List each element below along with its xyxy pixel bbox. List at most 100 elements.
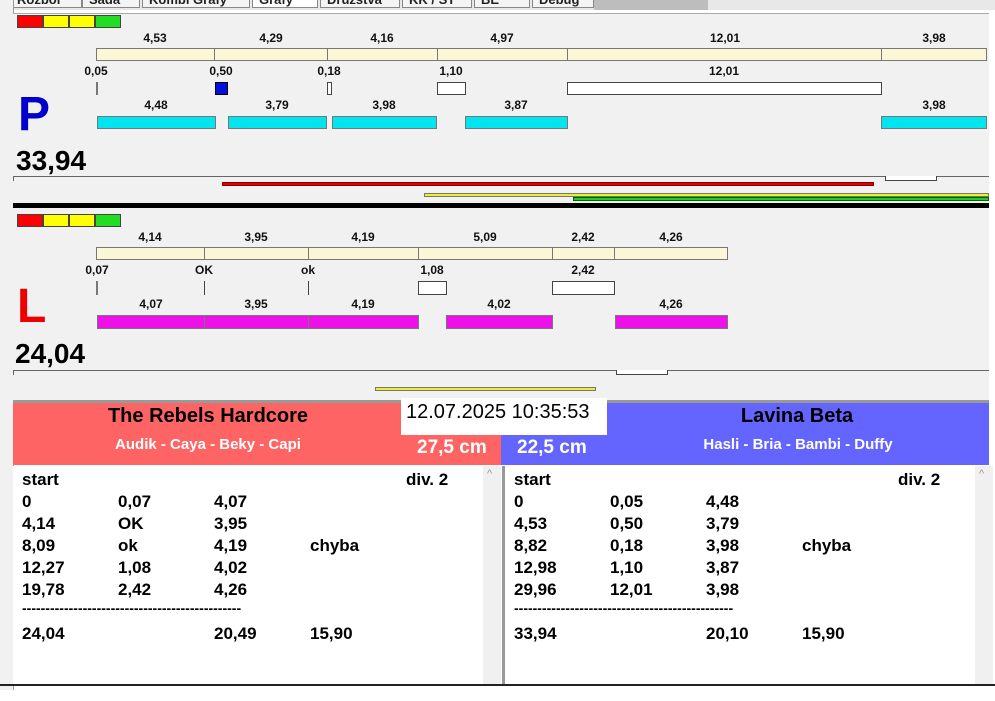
- l-axis-tick: [13, 370, 14, 375]
- p-mid-marker: [437, 82, 466, 95]
- tab-bar: Rozbor Sada Kombi Grafy Grafy Družstva K…: [0, 0, 995, 10]
- p-timeline-axis: [13, 176, 989, 177]
- l-mid-label: ok: [300, 263, 316, 277]
- l-timeline-box: [616, 370, 668, 375]
- right-row-cell: 4,53: [514, 514, 548, 533]
- p-top-segment: [96, 48, 215, 61]
- left-total-cell: 24,04: [22, 624, 65, 643]
- p-top-label: 4,97: [490, 31, 514, 45]
- left-row-note: chyba: [310, 536, 360, 555]
- left-total-cell: 20,49: [214, 624, 257, 643]
- right-row-cell: 4,48: [706, 492, 740, 511]
- left-row-cell: 4,14: [22, 514, 56, 533]
- left-row-cell: 4,07: [214, 492, 248, 511]
- p-yellow-track: [424, 193, 989, 197]
- p-mid-label: 1,10: [439, 64, 463, 78]
- p-top-label: 12,01: [709, 31, 741, 45]
- p-bottom-bar: [332, 116, 437, 129]
- p-bottom-bar: [465, 116, 568, 129]
- l-bottom-label: 4,19: [351, 297, 375, 311]
- left-row-cell: 1,08: [118, 558, 152, 577]
- l-mid-label: 1,08: [420, 263, 444, 277]
- right-row-cell: 3,87: [706, 558, 740, 577]
- p-timeline-box: [885, 176, 937, 181]
- l-top-segment: [204, 247, 309, 260]
- right-start-label: start: [514, 470, 551, 489]
- right-total-cell: 15,90: [802, 624, 845, 643]
- team-right-name: Lavina Beta: [740, 405, 854, 427]
- p-top-label: 4,53: [143, 31, 167, 45]
- l-bottom-label: 4,07: [139, 297, 163, 311]
- l-mid-label: 2,42: [571, 263, 595, 277]
- right-row-cell: 3,79: [706, 514, 740, 533]
- lane-l-panel: [13, 208, 989, 400]
- tab-rozbor[interactable]: Rozbor: [10, 0, 82, 8]
- lane-p-score: 33,94: [16, 145, 87, 176]
- left-row-cell: 4,26: [214, 580, 248, 599]
- p-top-segment: [214, 48, 328, 61]
- p-bottom-bar: [97, 116, 216, 129]
- status-yellow-cell: [43, 15, 69, 28]
- p-bottom-bar: [228, 116, 327, 129]
- l-mid-marker: [204, 281, 205, 295]
- p-bottom-label: 4,48: [144, 98, 168, 112]
- l-mid-marker: [552, 281, 615, 295]
- tab-kombi-grafy[interactable]: Kombi Grafy: [142, 0, 250, 8]
- p-mid-label: 0,50: [209, 64, 233, 78]
- datetime-display: 12.07.2025 10:35:53: [401, 398, 607, 435]
- tab-debug[interactable]: Debug: [532, 0, 594, 8]
- l-top-label: 3,95: [244, 230, 268, 244]
- tab-be[interactable]: BE: [474, 0, 530, 8]
- right-result-list: [505, 466, 975, 684]
- right-row-cell: 0,50: [610, 514, 644, 533]
- left-row-cell: 2,42: [118, 580, 152, 599]
- tab-strip-gap: [594, 0, 708, 10]
- list-divider: [502, 466, 505, 684]
- tab-sada[interactable]: Sada: [82, 0, 140, 8]
- l-top-label: 4,26: [659, 230, 683, 244]
- p-bottom-label: 3,79: [265, 98, 289, 112]
- l-mid-label: 0,07: [85, 263, 109, 277]
- l-bottom-label: 3,95: [244, 297, 268, 311]
- scroll-up-icon[interactable]: ^: [487, 468, 493, 480]
- p-bottom-label: 3,87: [504, 98, 528, 112]
- scroll-up-icon[interactable]: ^: [979, 468, 985, 480]
- left-row-cell: 4,02: [214, 558, 248, 577]
- p-top-segment: [437, 48, 568, 61]
- p-bottom-bar: [881, 116, 987, 129]
- l-mid-marker: [96, 281, 98, 295]
- p-mid-label: 0,05: [84, 64, 108, 78]
- right-row-cell: 8,82: [514, 536, 548, 555]
- tab-druzstva[interactable]: Družstva: [320, 0, 400, 8]
- p-top-segment: [327, 48, 438, 61]
- l-mid-marker: [308, 281, 309, 295]
- status-yellow-cell: [69, 214, 95, 227]
- right-row-cell: 3,98: [706, 580, 740, 599]
- tab-grafy[interactable]: Grafy: [252, 0, 318, 8]
- tab-kk-st[interactable]: KK / ST: [402, 0, 472, 8]
- p-mid-marker: [96, 82, 98, 95]
- left-row-cell: OK: [118, 514, 144, 533]
- left-result-list: [13, 466, 483, 684]
- right-scrollbar[interactable]: ^: [975, 466, 993, 684]
- l-top-label: 4,14: [138, 230, 162, 244]
- p-top-label: 4,29: [259, 31, 283, 45]
- right-row-cell: 0,18: [610, 536, 644, 555]
- right-total-cell: 20,10: [706, 624, 749, 643]
- l-bottom-bar: [308, 315, 419, 329]
- left-row-cell: 0,07: [118, 492, 152, 511]
- p-mid-marker: [327, 82, 332, 95]
- p-top-segment: [881, 48, 987, 61]
- p-red-track: [222, 182, 874, 186]
- status-green-cell: [95, 15, 121, 28]
- right-div-label: div. 2: [898, 470, 941, 489]
- p-green-track: [573, 197, 989, 201]
- l-top-segment: [552, 247, 615, 260]
- left-separator: ----------------------------------------…: [22, 600, 242, 616]
- l-mid-marker: [418, 281, 447, 295]
- team-left-players: Audik - Caya - Beky - Capi: [115, 436, 301, 453]
- l-top-segment: [418, 247, 553, 260]
- l-bottom-label: 4,26: [659, 297, 683, 311]
- left-scrollbar[interactable]: ^: [483, 466, 501, 684]
- left-row-cell: ok: [118, 536, 138, 555]
